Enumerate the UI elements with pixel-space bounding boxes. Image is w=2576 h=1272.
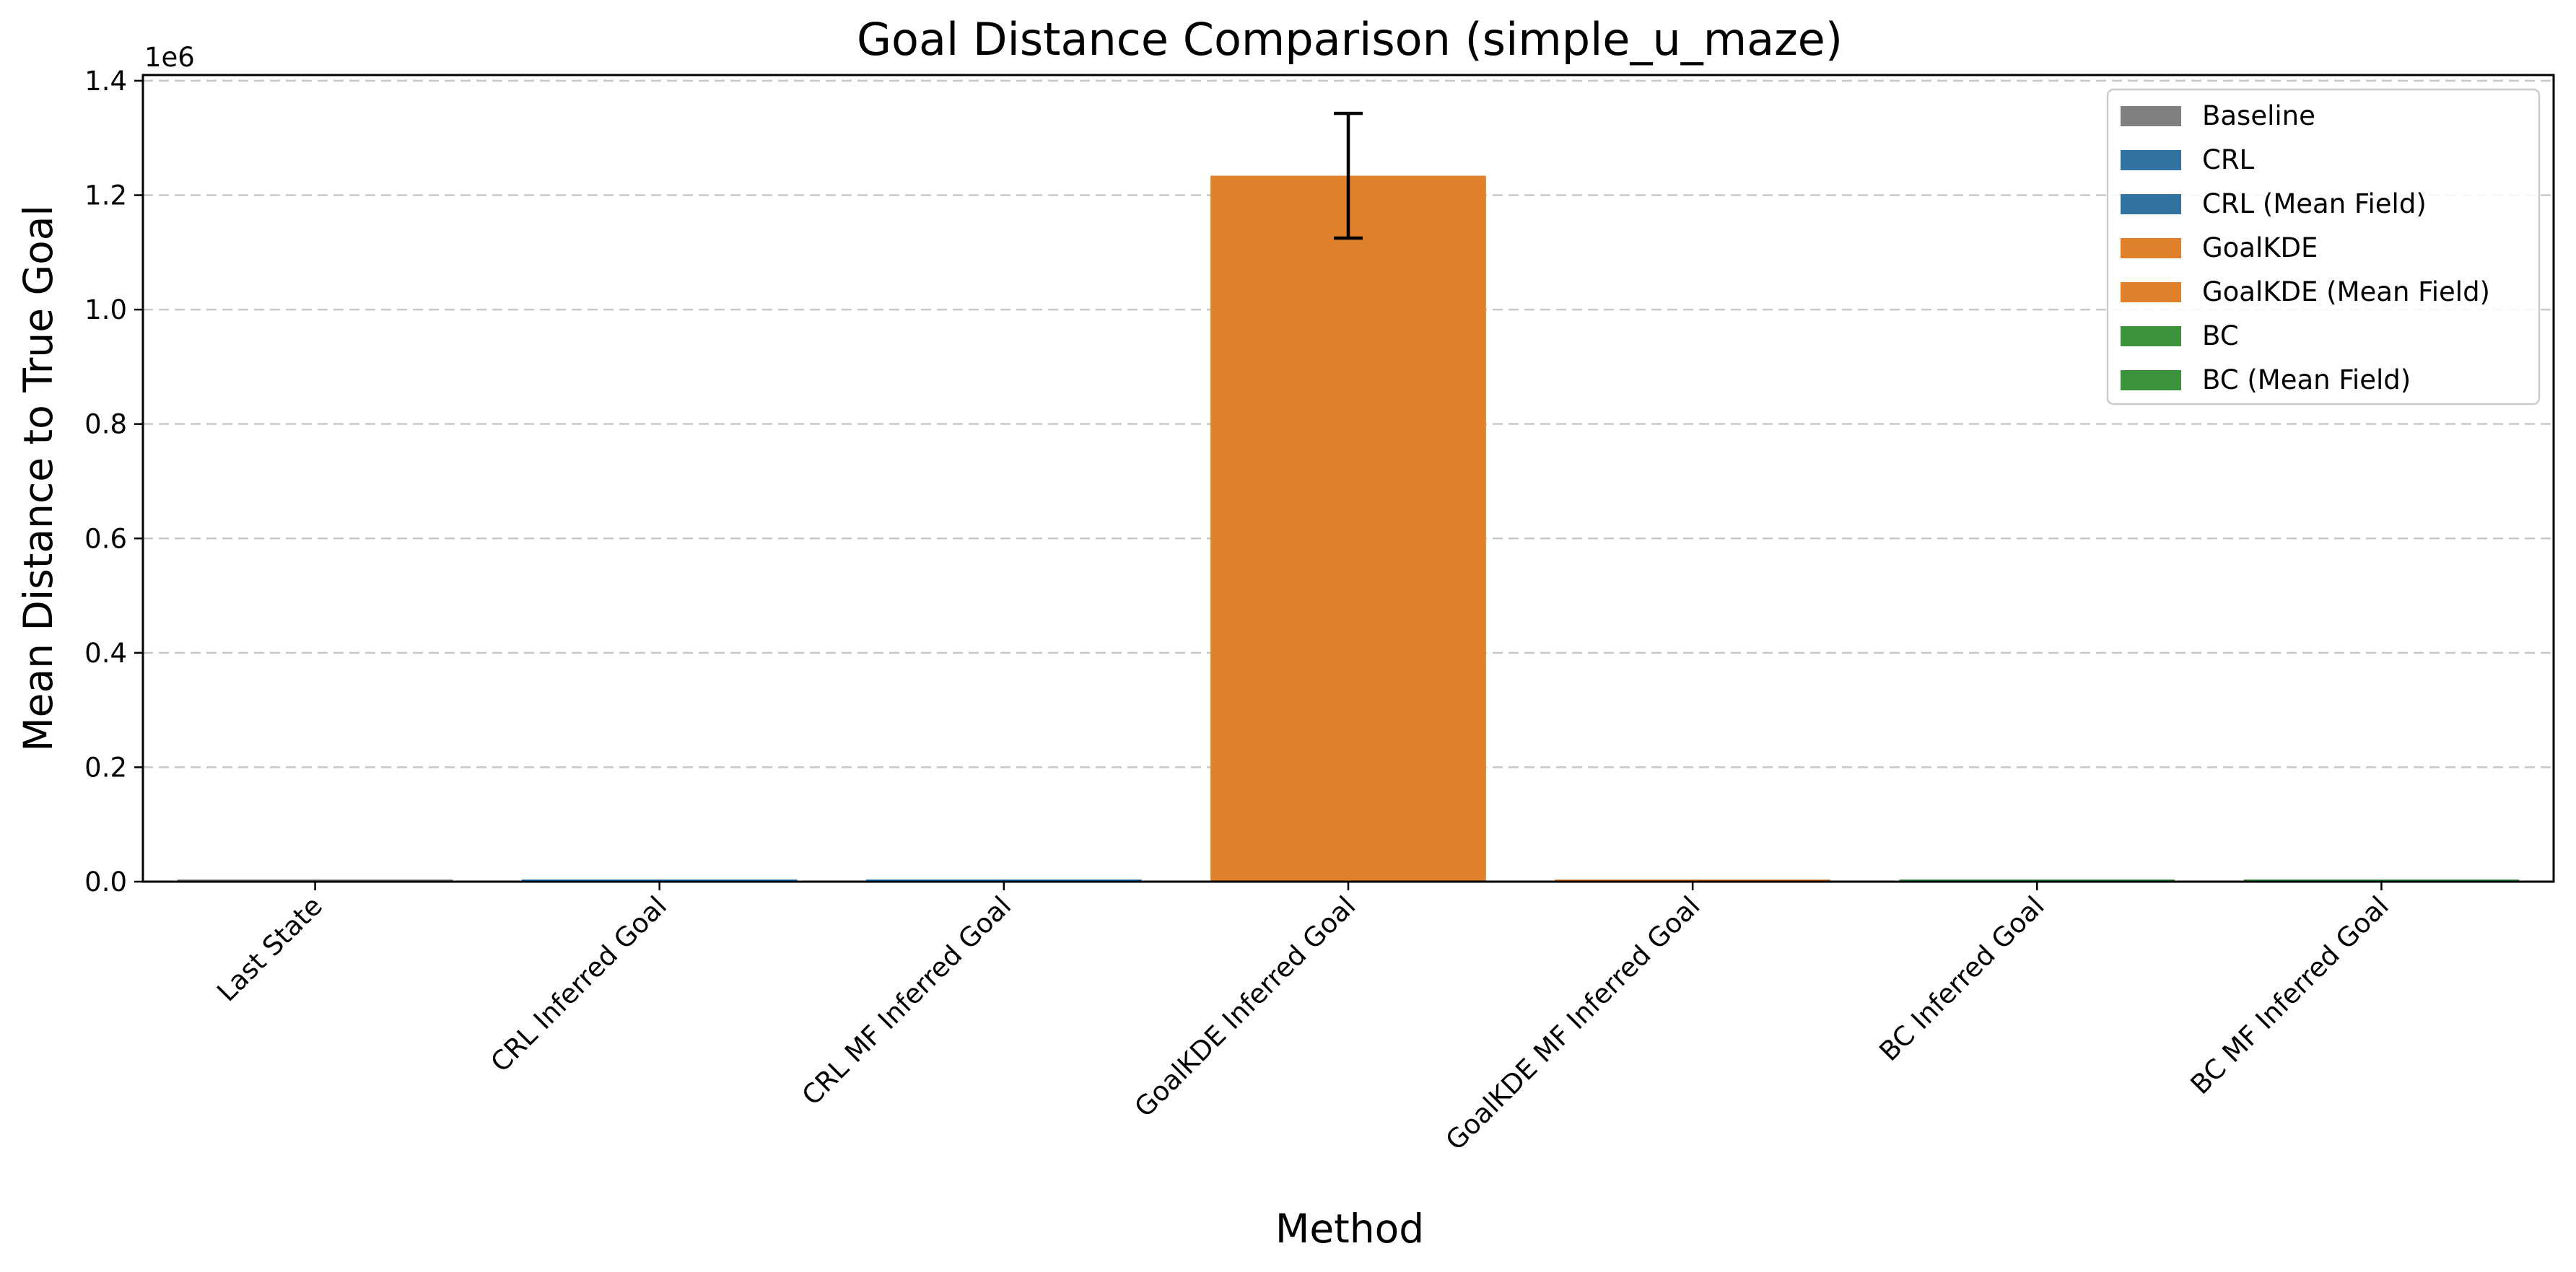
legend: Baseline CRL CRL (Mean Field) GoalKDE GoalKD… xyxy=(2106,88,2541,405)
y-tick-label: 1.4 xyxy=(84,66,127,97)
x-tick-label: Last State xyxy=(211,890,328,1007)
legend-entry: BC xyxy=(2202,320,2239,351)
legend-entry: CRL xyxy=(2202,144,2255,175)
error-bar-layer xyxy=(1334,111,1363,240)
y-tick-label: 0.2 xyxy=(84,752,127,783)
chart-title: Goal Distance Comparison (simple_u_maze) xyxy=(857,13,1843,66)
y-tick-label: 0.6 xyxy=(84,523,127,554)
legend-swatch xyxy=(2121,326,2181,346)
y-tick-label: 1.0 xyxy=(84,294,127,325)
legend-entry: CRL (Mean Field) xyxy=(2202,188,2427,219)
x-tick-label: BC MF Inferred Goal xyxy=(2185,890,2395,1100)
y-axis-offset-label: 1e6 xyxy=(144,42,195,73)
legend-swatch xyxy=(2121,194,2181,214)
x-tick-label: GoalKDE Inferred Goal xyxy=(1129,890,1362,1123)
x-axis-label: Method xyxy=(1275,1206,1424,1252)
legend-swatch xyxy=(2121,238,2181,258)
x-tick-label: CRL Inferred Goal xyxy=(485,890,673,1078)
legend-swatch xyxy=(2121,106,2181,126)
legend-swatch xyxy=(2121,150,2181,170)
y-axis-label: Mean Distance to True Goal xyxy=(15,205,61,752)
legend-entry: GoalKDE (Mean Field) xyxy=(2202,276,2490,307)
bar xyxy=(1210,175,1486,882)
legend-entry: GoalKDE xyxy=(2202,232,2318,263)
y-axis: 0.0 0.2 0.4 0.6 0.8 1.0 1.2 1.4 xyxy=(84,66,143,898)
legend-entry: Baseline xyxy=(2202,100,2315,131)
y-tick-label: 0.8 xyxy=(84,409,127,440)
legend-swatch xyxy=(2121,282,2181,302)
y-tick-label: 0.4 xyxy=(84,638,127,669)
legend-box xyxy=(2106,88,2541,405)
y-tick-label: 1.2 xyxy=(84,180,127,211)
legend-swatch xyxy=(2121,370,2181,390)
x-tick-label: BC Inferred Goal xyxy=(1873,890,2050,1067)
x-axis: Last State CRL Inferred Goal CRL MF Inferr… xyxy=(211,882,2395,1157)
x-tick-label: GoalKDE MF Inferred Goal xyxy=(1440,890,1706,1157)
x-tick-label: CRL MF Inferred Goal xyxy=(796,890,1017,1111)
y-tick-label: 0.0 xyxy=(84,867,127,898)
legend-entry: BC (Mean Field) xyxy=(2202,364,2411,395)
